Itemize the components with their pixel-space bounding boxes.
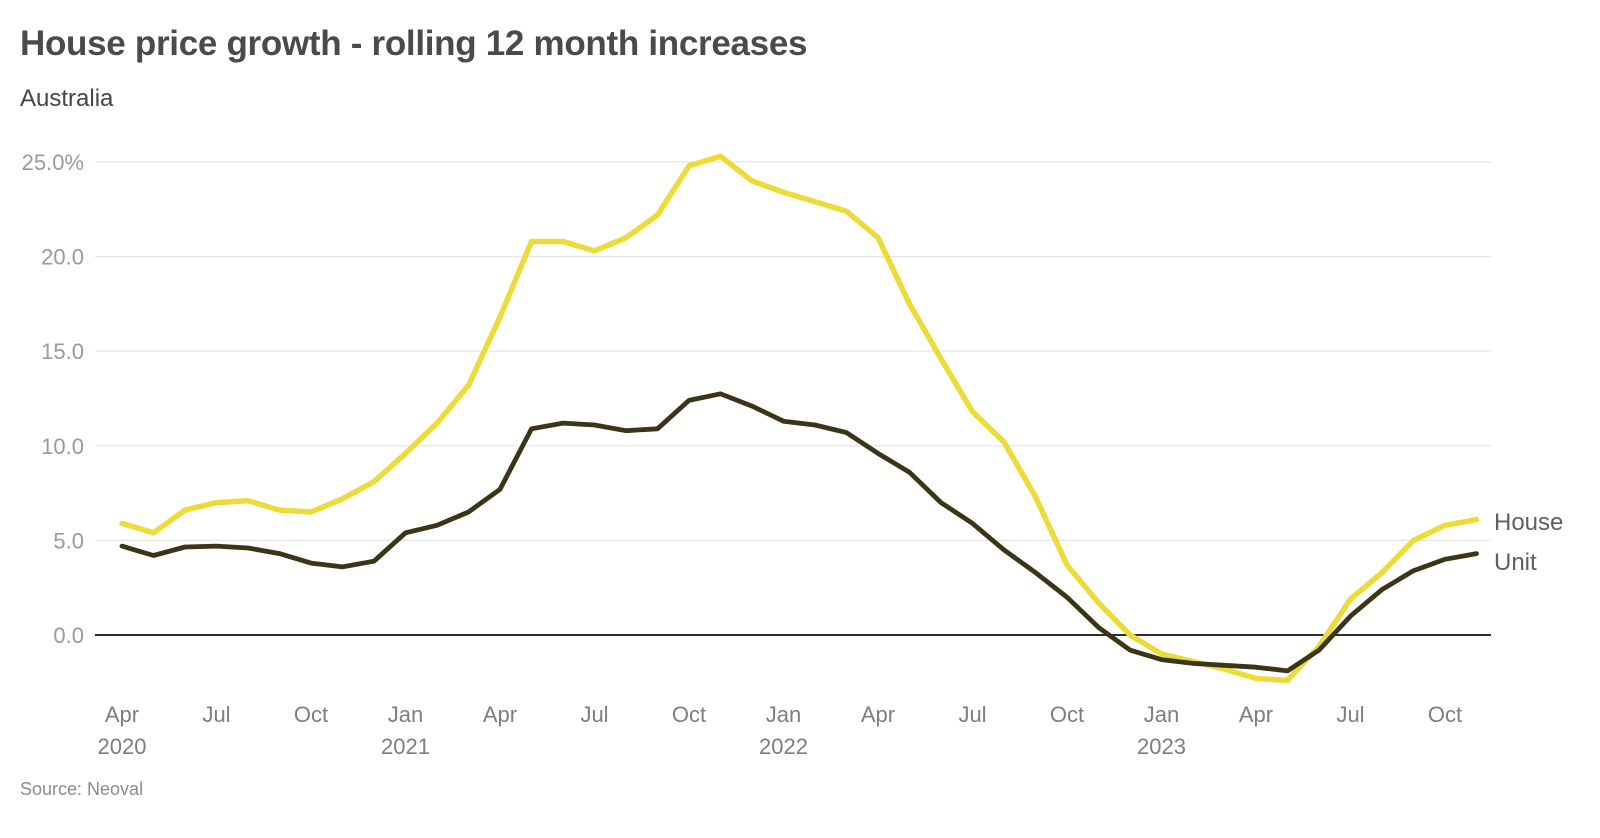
y-axis-tick-label: 20.0 [41,245,84,270]
x-axis-tick-label: Apr [483,702,517,727]
x-axis-year-label: 2021 [381,734,430,759]
x-axis-tick-label: Apr [861,702,895,727]
chart-title: House price growth - rolling 12 month in… [20,24,808,63]
x-axis-tick-label: Oct [1050,702,1084,727]
x-axis-tick-label: Jul [958,702,986,727]
y-axis-tick-label: 5.0 [53,528,84,553]
x-axis-tick-label: Jan [766,702,801,727]
source-note: Source: Neoval [20,779,144,799]
chart-subtitle: Australia [20,85,114,112]
y-axis-tick-label: 0.0 [53,623,84,648]
x-axis-tick-label: Jul [202,702,230,727]
y-axis-tick-label: 15.0 [41,339,84,364]
x-axis-year-label: 2022 [759,734,808,759]
x-axis-tick-label: Apr [105,702,139,727]
x-axis-tick-label: Apr [1239,702,1273,727]
x-axis-tick-label: Oct [294,702,328,727]
y-axis-tick-label: 25.0% [22,150,84,175]
x-axis-tick-label: Jan [388,702,423,727]
x-axis-tick-label: Oct [1428,702,1462,727]
y-axis-tick-label: 10.0 [41,434,84,459]
x-axis-year-label: 2023 [1137,734,1186,759]
legend-unit-label: Unit [1494,549,1537,576]
legend-house-label: House [1494,509,1564,536]
x-axis-tick-label: Jul [580,702,608,727]
unit-series-line [119,391,1479,674]
x-axis-year-label: 2020 [98,734,147,759]
house-series-line [119,153,1480,684]
x-axis-tick-label: Jan [1144,702,1179,727]
x-axis-tick-label: Oct [672,702,706,727]
x-axis-tick-label: Jul [1336,702,1364,727]
